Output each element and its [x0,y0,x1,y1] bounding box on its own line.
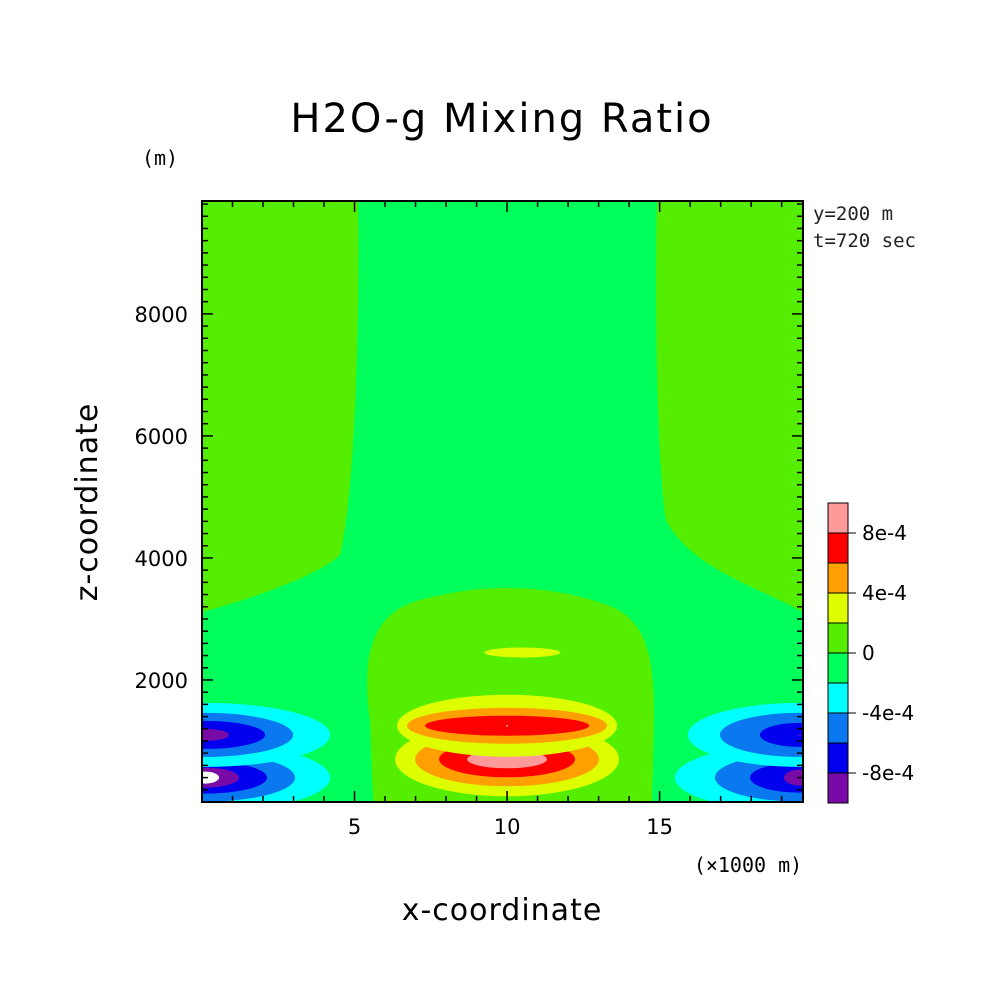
contour-band [759,722,803,747]
colorbar-swatch [827,502,849,534]
colorbar-label: 8e-4 [862,521,907,545]
plot-frame [201,200,804,803]
y-tick-label: 6000 [135,425,188,449]
y-axis-label: z-coordinate [70,403,105,602]
contour-band [202,728,230,741]
contour-band [202,771,220,784]
contour-peak [798,733,801,736]
y-axis-unit: (m) [142,146,178,170]
x-axis-label: x-coordinate [402,893,603,928]
annotation-t: t=720 sec [813,230,916,252]
x-axis-unit: (×1000 m) [694,853,802,877]
axes: 5 10 15 2000 4000 6000 8000 [135,200,804,839]
central-column [202,201,803,802]
y-tick-label: 4000 [135,547,188,571]
contour-band [749,762,803,793]
chart-title: H2O-g Mixing Ratio [290,96,713,142]
contour-field [202,201,803,802]
y-tick-label: 8000 [135,303,188,327]
contour-peak [521,651,524,654]
contour-peak [506,724,509,727]
colorbar-swatch [827,682,849,714]
colorbar-swatch [827,562,849,594]
colorbar-swatch [827,742,849,774]
colorbar-label: -8e-4 [862,761,914,785]
colorbar-swatch [827,712,849,744]
contour-band [202,720,266,749]
colorbar-label: 0 [862,641,875,665]
colorbar-swatch [827,652,849,684]
x-tick-label: 5 [348,815,361,839]
colorbar-swatch [827,772,849,804]
x-tick-label: 15 [646,815,673,839]
x-tick-label: 10 [494,815,521,839]
plot-area: 5 10 15 2000 4000 6000 8000 [135,200,804,839]
colorbar-swatch [827,622,849,654]
colorbar-swatch [827,592,849,624]
colorbar-label: 4e-4 [862,581,907,605]
colorbar-label: -4e-4 [862,701,914,725]
contour-peak [204,733,207,736]
colorbar: 8e-4 4e-4 0 -4e-4 -8e-4 [827,502,914,804]
y-tick-label: 2000 [135,669,188,693]
colorbar-swatch [827,532,849,564]
annotation-y: y=200 m [813,203,893,225]
contour-band [783,769,803,786]
contour-peak [506,758,509,761]
